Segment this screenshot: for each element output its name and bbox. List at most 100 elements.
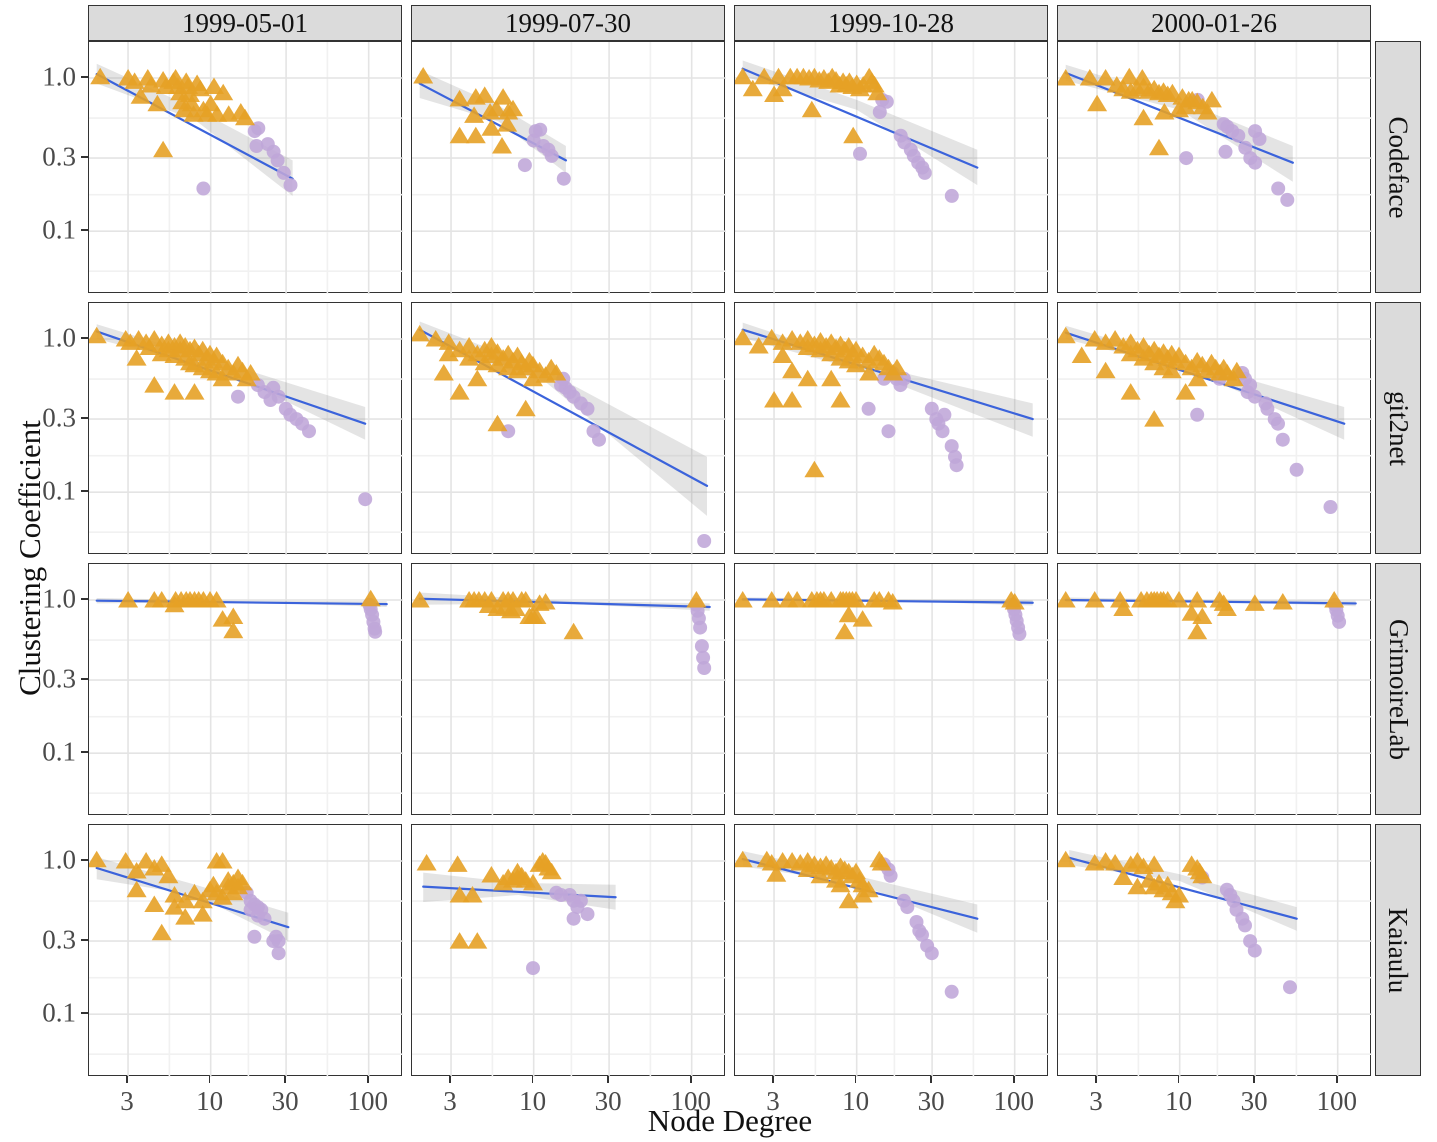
circle-point [1260, 401, 1275, 416]
x-tick-label: 3 [443, 1086, 457, 1116]
triangle-point [1095, 361, 1116, 379]
triangle-point [766, 865, 787, 882]
circle-point [872, 105, 887, 119]
triangle-point [1105, 854, 1126, 871]
triangle-point [118, 591, 139, 608]
x-tick-label: 30 [271, 1086, 299, 1116]
x-tick-mark [772, 1076, 774, 1083]
panel-canvas [1058, 303, 1372, 555]
facet-row-label-text: git2net [1383, 390, 1414, 466]
triangle-point [859, 364, 880, 381]
facet-row-label: GrimoireLab [1375, 563, 1421, 815]
triangle-point [1187, 591, 1208, 608]
triangle-point [240, 364, 261, 381]
regression-line [1064, 598, 1357, 605]
y-tick-label: 0.3 [42, 141, 76, 172]
triangle-point [858, 880, 879, 898]
circle-point [283, 178, 298, 193]
facet-panel-Kaiaulu-2000-01-26 [1057, 824, 1372, 1077]
facet-panel-GrimoireLab-1999-07-30 [411, 563, 726, 816]
triangle-point [830, 875, 851, 893]
circle-point [1231, 128, 1246, 143]
triangle-point [761, 591, 782, 608]
facet-panel-git2net-1999-10-28 [734, 302, 1049, 555]
circle-point [573, 893, 588, 908]
triangle-point [449, 886, 470, 903]
triangle-point [526, 607, 547, 624]
circle-point [696, 650, 711, 665]
y-tick-mark [81, 337, 88, 339]
panel-canvas [89, 564, 403, 816]
triangle-point [505, 599, 526, 616]
circle-point [1179, 151, 1194, 166]
triangle-point [1201, 90, 1222, 108]
triangle-point [212, 369, 233, 387]
triangle-point [416, 854, 437, 871]
facet-panel-GrimoireLab-1999-10-28 [734, 563, 1049, 816]
x-tick-mark [208, 1076, 211, 1083]
x-tick-label: 3 [1089, 1086, 1103, 1116]
triangle-point [830, 391, 851, 408]
circle-point [944, 439, 959, 454]
triangle-point [787, 591, 808, 608]
triangle-point [852, 610, 873, 627]
triangle-point [164, 595, 185, 613]
panel-canvas [89, 825, 403, 1077]
circle-point [861, 401, 876, 416]
triangle-point [1058, 326, 1076, 344]
triangle-point [464, 106, 485, 123]
circle-point [1238, 918, 1252, 933]
triangle-point [1058, 69, 1076, 86]
triangle-point [1113, 599, 1134, 616]
triangle-point [447, 855, 468, 872]
panel-canvas [1058, 564, 1372, 816]
regression-line [95, 73, 294, 180]
circle-point [881, 424, 896, 439]
triangle-point [183, 105, 204, 122]
x-tick-label: 30 [917, 1086, 945, 1116]
triangle-point [1187, 622, 1208, 640]
triangle-point [126, 349, 147, 366]
y-tick-mark [81, 229, 88, 231]
triangle-point [486, 99, 507, 117]
x-tick-mark [449, 1076, 451, 1083]
facet-panel-Codeface-1999-10-28 [734, 41, 1049, 294]
triangle-point [748, 337, 769, 354]
triangle-point [449, 383, 470, 400]
triangle-point [115, 852, 136, 869]
triangle-point [1197, 103, 1218, 120]
circle-point [693, 620, 708, 635]
x-tick-label: 10 [842, 1086, 870, 1116]
y-tick-mark [81, 678, 88, 680]
x-tick-mark [1335, 1076, 1338, 1083]
triangle-point [838, 891, 859, 909]
triangle-point [413, 67, 434, 84]
triangle-point [360, 589, 381, 607]
y-tick-label: 0.3 [42, 663, 76, 694]
triangle-point [1004, 593, 1025, 610]
circle-point [271, 389, 286, 404]
triangle-point [1192, 866, 1213, 884]
triangle-point [843, 126, 864, 144]
circle-point [1275, 432, 1290, 447]
triangle-point [1113, 868, 1134, 885]
circle-point [592, 432, 606, 447]
panel-canvas [412, 564, 726, 816]
x-axis-title: Node Degree [647, 1103, 813, 1138]
circle-point [1332, 614, 1347, 629]
y-axis-title: Clustering Coefficient [12, 420, 47, 696]
circle-point [247, 929, 262, 944]
x-tick-label: 30 [1240, 1086, 1268, 1116]
facet-panel-Kaiaulu-1999-10-28 [734, 824, 1049, 1077]
y-tick-mark [81, 859, 88, 861]
circle-point [924, 946, 939, 961]
circle-point [915, 927, 929, 942]
facet-row-label: git2net [1375, 302, 1421, 554]
circle-point [270, 153, 285, 168]
triangle-point [797, 369, 818, 387]
triangle-point [449, 932, 470, 949]
y-tick-label: 1.0 [42, 322, 76, 353]
triangle-point [761, 328, 782, 346]
y-tick-mark [81, 490, 88, 492]
